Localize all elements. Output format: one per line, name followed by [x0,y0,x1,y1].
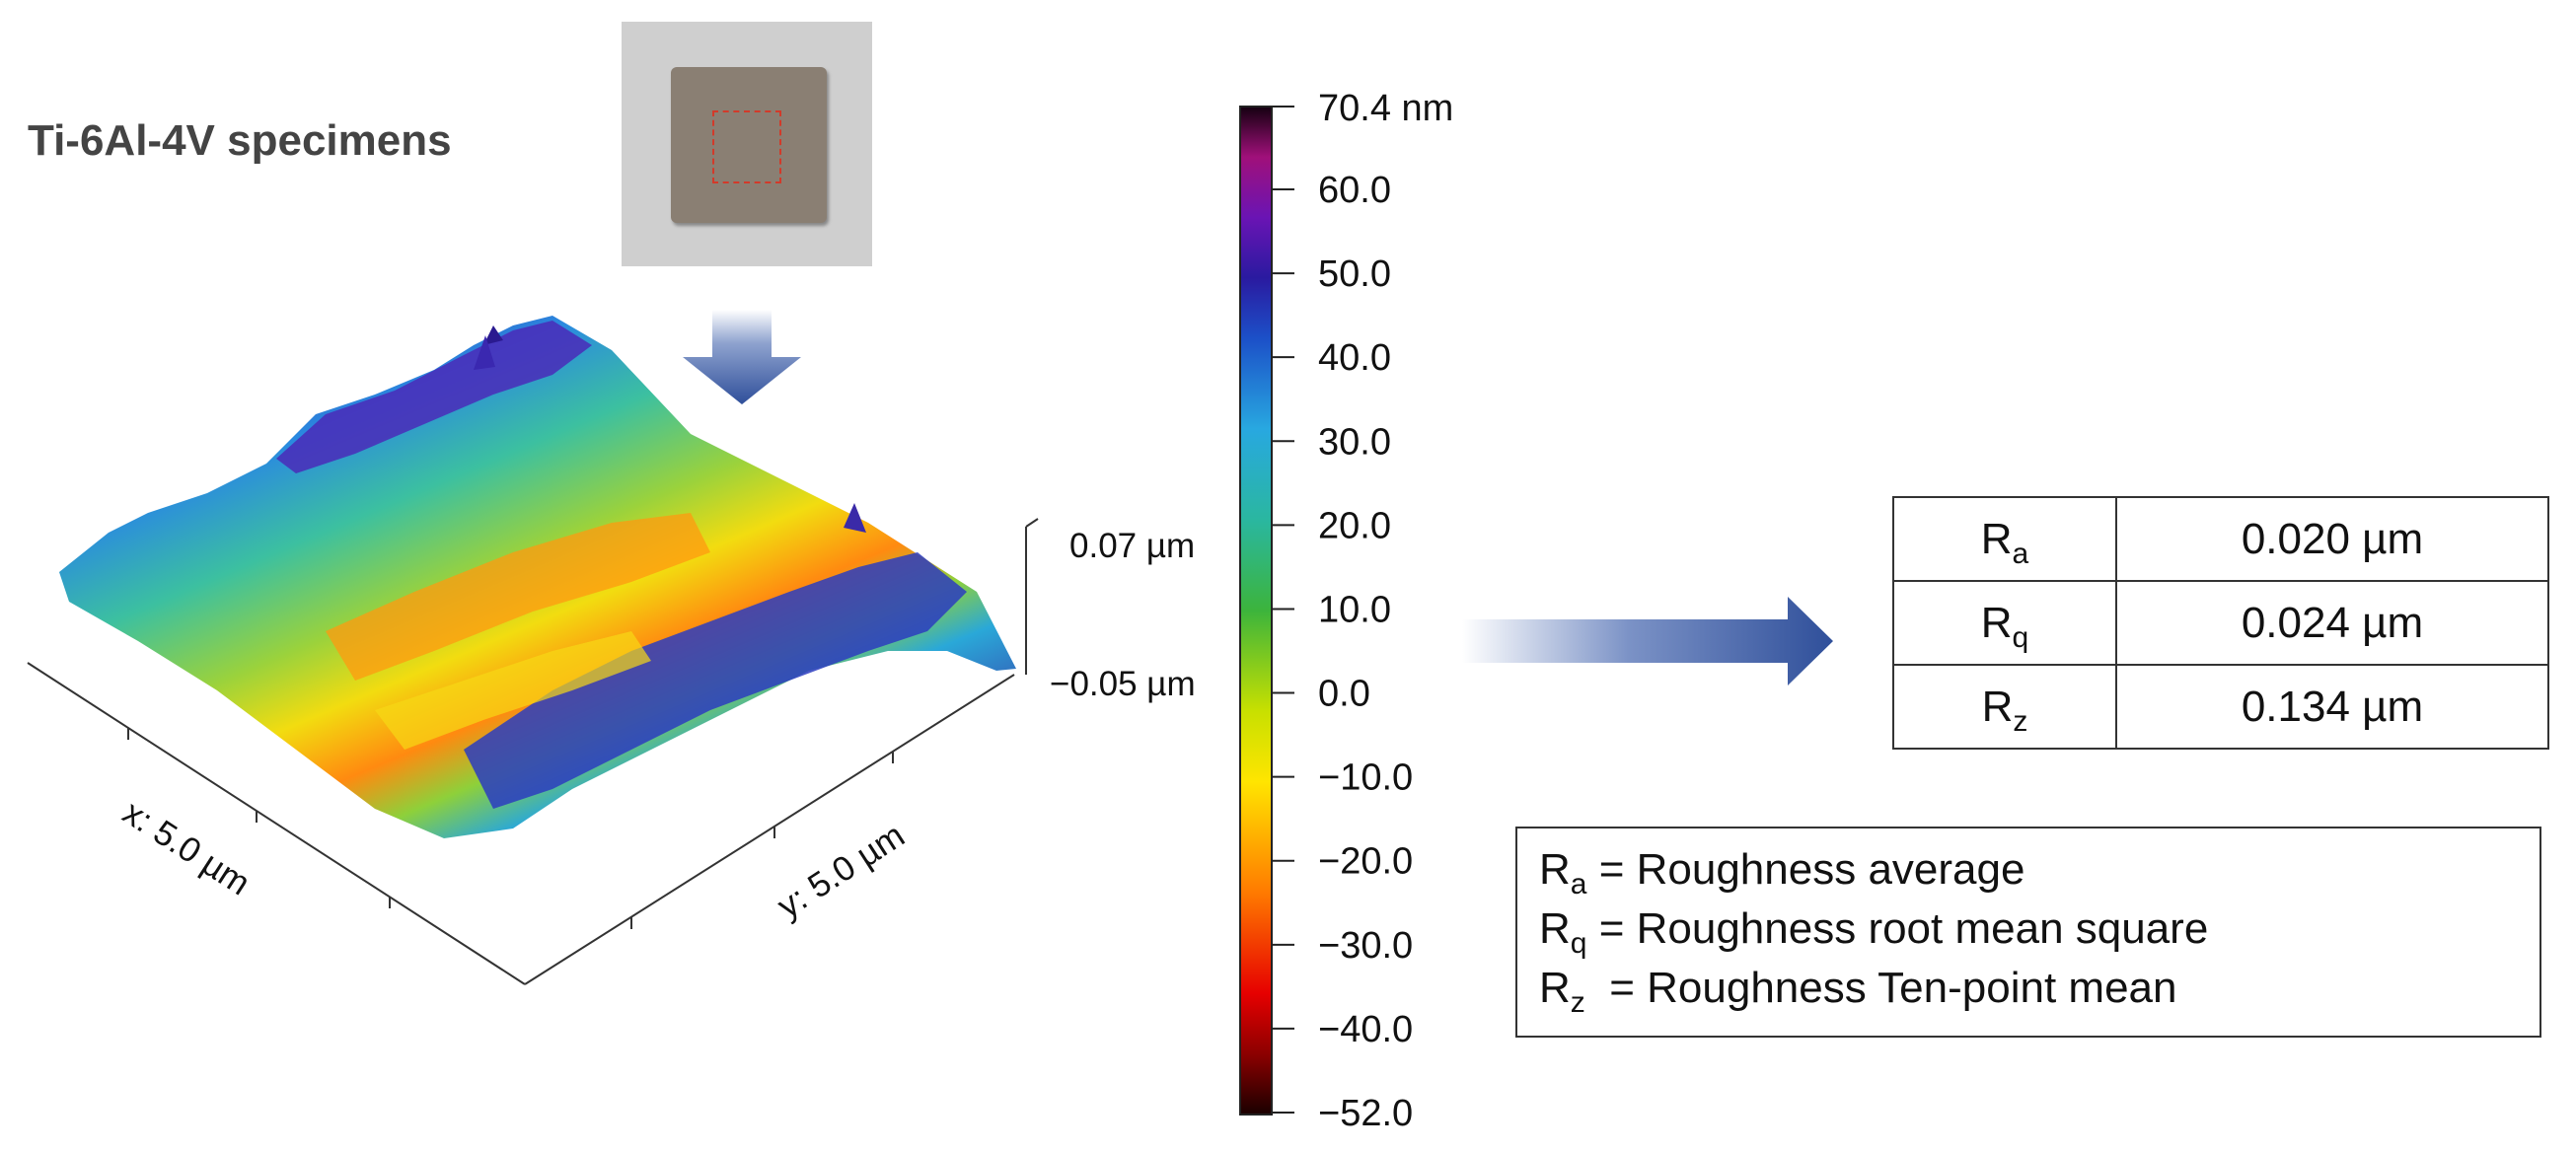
roughness-symbol: Rq [1892,580,2117,666]
roughness-value: 0.020 µm [2115,496,2549,582]
roughness-value: 0.134 µm [2115,664,2549,750]
colorbar-tick-label: 10.0 [1318,589,1391,630]
table-row: Rq 0.024 µm [1892,580,2549,666]
roughness-symbol: Rz [1892,664,2117,750]
colorbar-tick-label: 40.0 [1318,337,1391,379]
x-axis-label: x: 5.0 µm [116,793,258,902]
roughness-legend: Ra = Roughness average Rq = Roughness ro… [1515,827,2541,1038]
colorbar-tick-label: −20.0 [1318,841,1413,883]
colorbar-tick-label: 60.0 [1318,170,1391,211]
colorbar-tick-label: −40.0 [1318,1009,1413,1050]
roughness-symbol: Ra [1892,496,2117,582]
colorbar [1239,106,1273,1116]
colorbar-tick-label: −30.0 [1318,925,1413,967]
specimen-plate [671,67,827,223]
colorbar-tick-label: −10.0 [1318,757,1413,799]
colorbar-tick-label: 50.0 [1318,253,1391,295]
colorbar-top-label: 70.4 nm [1318,88,1453,129]
down-arrow-icon [683,310,801,404]
table-row: Rz 0.134 µm [1892,664,2549,750]
z-min-label: −0.05 µm [1050,665,1196,703]
colorbar-tick-label: −52.0 [1318,1093,1413,1134]
right-arrow-icon [1462,597,1833,685]
measured-region-outline [712,110,781,183]
colorbar-tick-label: 20.0 [1318,505,1391,546]
table-row: Ra 0.020 µm [1892,496,2549,582]
y-axis-label: y: 5.0 µm [771,816,912,925]
specimen-photo [622,22,872,266]
colorbar-ticks: 60.0 50.0 40.0 30.0 20.0 10.0 0.0 −10.0 −20.0 −30… [1272,170,1413,1134]
roughness-value: 0.024 µm [2115,580,2549,666]
colorbar-tick-label: 30.0 [1318,421,1391,463]
specimen-title: Ti-6Al-4V specimens [28,116,452,165]
legend-item: Rz = Roughness Ten-point mean [1539,964,2177,1019]
legend-item: Ra = Roughness average [1539,845,2025,900]
legend-item: Rq = Roughness root mean square [1539,904,2209,960]
z-max-label: 0.07 µm [1069,527,1195,565]
surface-axes [27,518,1039,985]
colorbar-tick-label: 0.0 [1318,674,1370,715]
afm-3d-surface [59,316,1016,838]
roughness-table: Ra 0.020 µm Rq 0.024 µm Rz 0.134 µm [1892,496,2549,750]
